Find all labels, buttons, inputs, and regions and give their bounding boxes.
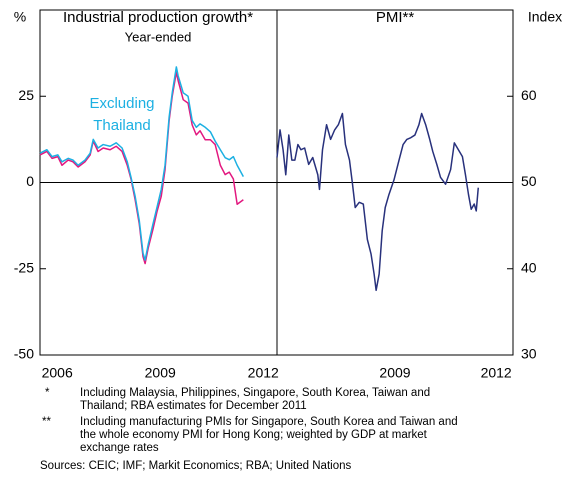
y2-tick-label: 50: [521, 173, 537, 189]
note-text: exchange rates: [80, 442, 159, 454]
x-tick-label: 2009: [379, 365, 410, 381]
series-line: [276, 112, 480, 292]
y-tick-label: -50: [14, 346, 34, 362]
note-text: Including Malaysia, Philippines, Singapo…: [80, 387, 430, 399]
x-tick-label: 2012: [248, 365, 279, 381]
y2-tick-label: 30: [521, 346, 537, 362]
note-text: the whole economy PMI for Hong Kong; wei…: [80, 429, 428, 441]
y-tick-label: -25: [14, 259, 34, 275]
y2-tick-label: 40: [521, 259, 537, 275]
y-tick-label: 0: [26, 173, 34, 189]
series-line: [39, 66, 244, 261]
note-text: Including manufacturing PMIs for Singapo…: [80, 416, 458, 428]
panel-title: PMI**: [376, 9, 415, 26]
annotation: Thailand: [93, 117, 151, 134]
y2-axis-label: Index: [528, 9, 562, 25]
panel-subtitle: Year-ended: [125, 29, 192, 44]
sources: Sources: CEIC; IMF; Markit Economics; RB…: [40, 460, 351, 472]
y-axis-label: %: [14, 9, 26, 25]
y-tick-label: 25: [18, 87, 34, 103]
x-tick-label: 2009: [145, 365, 176, 381]
x-tick-label: 2012: [481, 365, 512, 381]
note-marker: **: [42, 416, 51, 428]
x-tick-label: 2006: [42, 365, 73, 381]
note-text: Thailand; RBA estimates for December 201…: [80, 400, 307, 412]
note-marker: *: [45, 387, 50, 399]
y2-tick-label: 60: [521, 87, 537, 103]
annotation: Excluding: [89, 95, 154, 112]
panel-title: Industrial production growth*: [63, 9, 253, 26]
